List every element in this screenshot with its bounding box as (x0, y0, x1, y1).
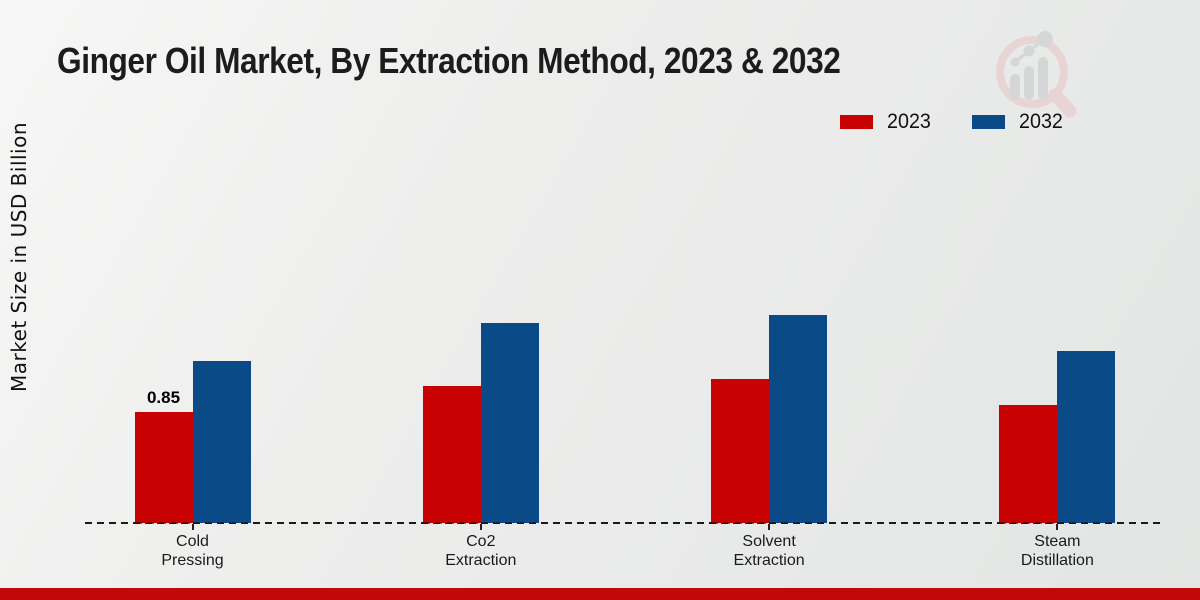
chart-title: Ginger Oil Market, By Extraction Method,… (57, 40, 841, 81)
category-label-co2-extraction: Co2 Extraction (445, 533, 517, 569)
x-axis-dashed-line (85, 522, 1164, 524)
footer-accent-bar (0, 588, 1200, 600)
bar-2032-cold-pressing (192, 361, 251, 524)
legend-item-2032: 2032 (971, 110, 1066, 134)
x-axis-tick-solvent-extraction (768, 524, 771, 530)
legend-swatch-2032 (971, 115, 1005, 129)
x-axis-tick-steam-distillation (1056, 524, 1059, 530)
value-label-2023-cold-pressing: 0.85 (146, 388, 181, 407)
legend: 2023 2032 (840, 110, 1065, 134)
bar-2032-steam-distillation (1057, 351, 1116, 524)
category-label-cold-pressing: Cold Pressing (161, 533, 224, 569)
legend-swatch-2023 (840, 115, 873, 129)
bar-2032-solvent-extraction (769, 315, 828, 524)
magnifier-bar-chart-logo (996, 31, 1077, 118)
x-axis-tick-co2-extraction (479, 524, 482, 530)
category-label-steam-distillation: Steam Distillation (1020, 533, 1094, 569)
bar-2032-co2-extraction (480, 323, 539, 524)
category-label-solvent-extraction: Solvent Extraction (733, 533, 805, 569)
x-axis-tick-cold-pressing (191, 524, 194, 530)
bar-2023-cold-pressing (134, 412, 193, 524)
bar-2023-solvent-extraction (711, 379, 770, 524)
bar-2023-co2-extraction (422, 386, 481, 524)
legend-label-2023: 2023 (887, 110, 931, 133)
legend-label-2032: 2032 (1018, 110, 1063, 133)
bar-2023-steam-distillation (999, 405, 1058, 524)
legend-item-2023: 2023 (840, 110, 934, 134)
